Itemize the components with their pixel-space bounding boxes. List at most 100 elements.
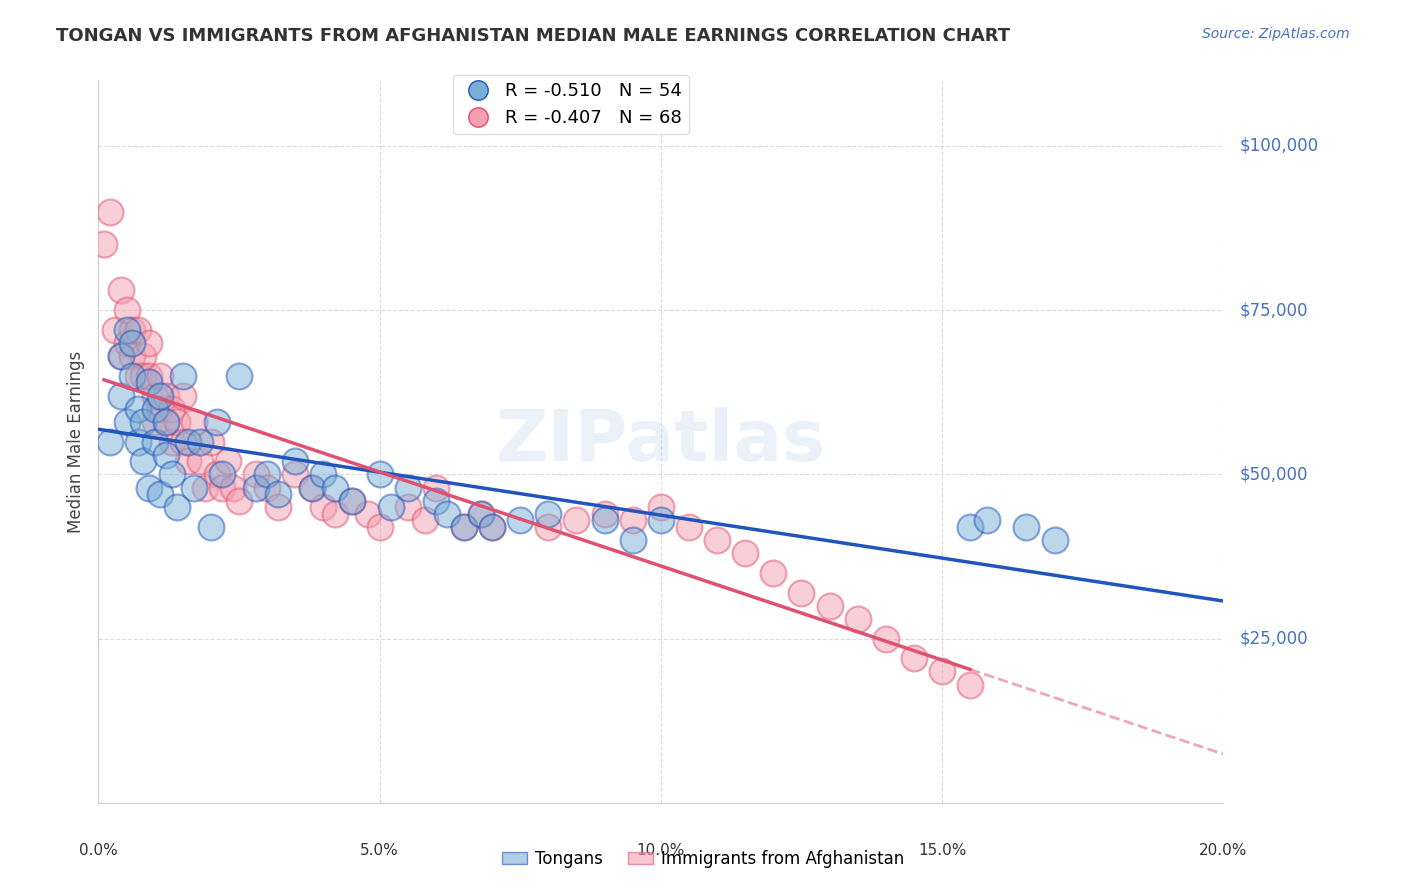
Point bbox=[396, 481, 419, 495]
Point bbox=[115, 415, 138, 429]
Point bbox=[436, 507, 458, 521]
Point bbox=[340, 493, 363, 508]
Point bbox=[323, 507, 346, 521]
Point bbox=[155, 448, 177, 462]
Text: 15.0%: 15.0% bbox=[918, 843, 966, 857]
Point bbox=[149, 388, 172, 402]
Point bbox=[194, 481, 217, 495]
Point bbox=[177, 434, 200, 449]
Y-axis label: Median Male Earnings: Median Male Earnings bbox=[66, 351, 84, 533]
Text: $75,000: $75,000 bbox=[1240, 301, 1309, 319]
Point bbox=[98, 204, 121, 219]
Point bbox=[115, 303, 138, 318]
Point bbox=[1015, 520, 1038, 534]
Point bbox=[138, 336, 160, 351]
Point bbox=[127, 368, 149, 383]
Point bbox=[470, 507, 492, 521]
Point bbox=[110, 284, 132, 298]
Point bbox=[678, 520, 700, 534]
Point bbox=[323, 481, 346, 495]
Point bbox=[143, 415, 166, 429]
Point bbox=[211, 481, 233, 495]
Point bbox=[177, 454, 200, 468]
Text: ZIPatlas: ZIPatlas bbox=[496, 407, 825, 476]
Point bbox=[93, 237, 115, 252]
Point bbox=[284, 467, 307, 482]
Point bbox=[267, 500, 290, 515]
Point bbox=[155, 388, 177, 402]
Point bbox=[149, 401, 172, 416]
Point bbox=[256, 467, 278, 482]
Point bbox=[1043, 533, 1066, 547]
Point bbox=[368, 520, 391, 534]
Point bbox=[172, 388, 194, 402]
Point bbox=[160, 467, 183, 482]
Point bbox=[762, 566, 785, 580]
Point bbox=[470, 507, 492, 521]
Point bbox=[104, 323, 127, 337]
Point bbox=[245, 481, 267, 495]
Point bbox=[110, 349, 132, 363]
Point bbox=[509, 513, 531, 527]
Point bbox=[127, 434, 149, 449]
Point bbox=[312, 467, 335, 482]
Point bbox=[110, 388, 132, 402]
Point bbox=[183, 481, 205, 495]
Point bbox=[121, 336, 143, 351]
Point bbox=[453, 520, 475, 534]
Text: 0.0%: 0.0% bbox=[79, 843, 118, 857]
Point bbox=[222, 481, 245, 495]
Point bbox=[149, 368, 172, 383]
Point bbox=[818, 599, 841, 613]
Point bbox=[245, 467, 267, 482]
Point bbox=[138, 481, 160, 495]
Point bbox=[481, 520, 503, 534]
Point bbox=[160, 434, 183, 449]
Point bbox=[593, 513, 616, 527]
Point bbox=[650, 513, 672, 527]
Point bbox=[846, 612, 869, 626]
Point bbox=[301, 481, 323, 495]
Legend: R = -0.510   N = 54, R = -0.407   N = 68: R = -0.510 N = 54, R = -0.407 N = 68 bbox=[453, 75, 689, 135]
Point bbox=[228, 493, 250, 508]
Point bbox=[138, 376, 160, 390]
Point bbox=[132, 368, 155, 383]
Text: 20.0%: 20.0% bbox=[1199, 843, 1247, 857]
Point bbox=[217, 454, 239, 468]
Point bbox=[110, 349, 132, 363]
Point bbox=[368, 467, 391, 482]
Point bbox=[256, 481, 278, 495]
Point bbox=[650, 500, 672, 515]
Point bbox=[200, 520, 222, 534]
Point bbox=[132, 454, 155, 468]
Point bbox=[312, 500, 335, 515]
Text: 10.0%: 10.0% bbox=[637, 843, 685, 857]
Point bbox=[155, 415, 177, 429]
Point bbox=[425, 481, 447, 495]
Legend: Tongans, Immigrants from Afghanistan: Tongans, Immigrants from Afghanistan bbox=[495, 844, 911, 875]
Text: $100,000: $100,000 bbox=[1240, 137, 1319, 155]
Point bbox=[380, 500, 402, 515]
Point bbox=[565, 513, 588, 527]
Point bbox=[413, 513, 436, 527]
Point bbox=[453, 520, 475, 534]
Point bbox=[132, 415, 155, 429]
Point bbox=[903, 651, 925, 665]
Point bbox=[127, 401, 149, 416]
Point bbox=[127, 323, 149, 337]
Point bbox=[143, 434, 166, 449]
Point bbox=[121, 368, 143, 383]
Point bbox=[267, 487, 290, 501]
Point bbox=[706, 533, 728, 547]
Point bbox=[166, 500, 188, 515]
Point bbox=[790, 585, 813, 599]
Point bbox=[621, 513, 644, 527]
Point bbox=[537, 507, 560, 521]
Point bbox=[205, 467, 228, 482]
Point bbox=[172, 368, 194, 383]
Point bbox=[121, 349, 143, 363]
Point bbox=[734, 546, 756, 560]
Text: TONGAN VS IMMIGRANTS FROM AFGHANISTAN MEDIAN MALE EARNINGS CORRELATION CHART: TONGAN VS IMMIGRANTS FROM AFGHANISTAN ME… bbox=[56, 27, 1011, 45]
Point bbox=[115, 336, 138, 351]
Point bbox=[357, 507, 380, 521]
